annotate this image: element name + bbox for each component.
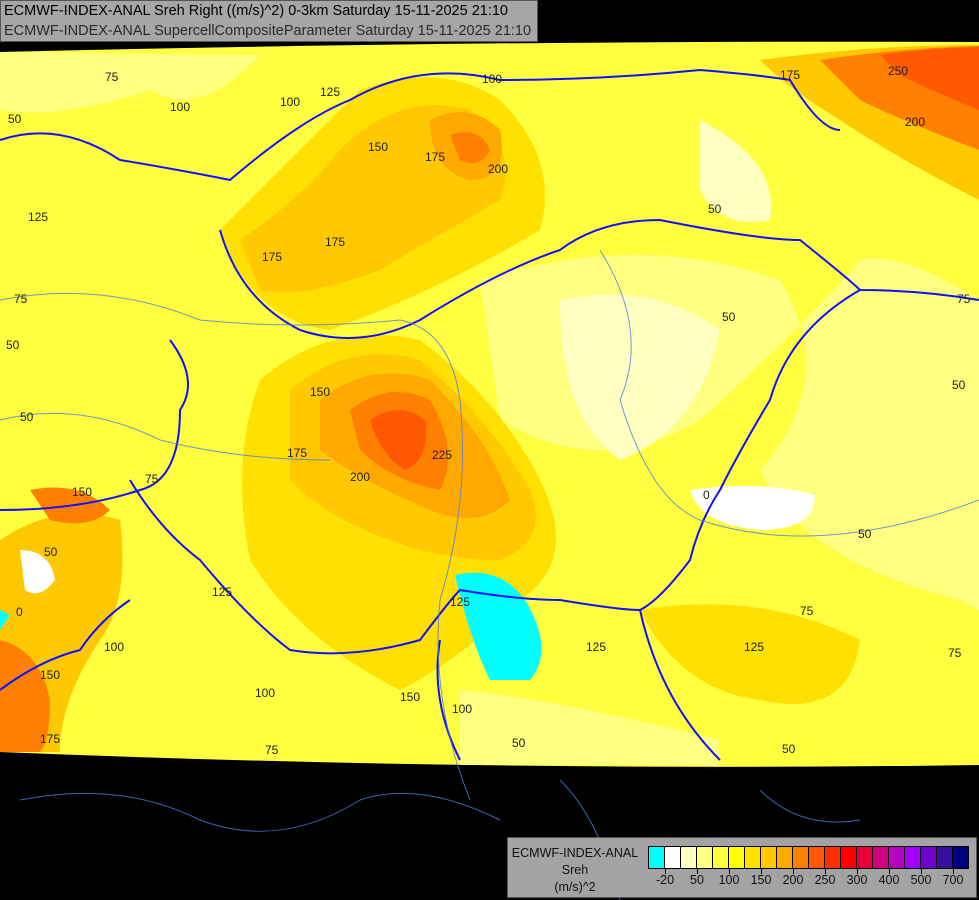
header-title-line1: ECMWF-INDEX-ANAL Sreh Right ((m/s)^2) 0-… (4, 3, 508, 19)
header-title-line2: ECMWF-INDEX-ANAL SupercellCompositeParam… (4, 23, 532, 39)
contour-label: 225 (432, 448, 453, 462)
legend-tick-mark (889, 869, 890, 874)
contour-label: 150 (40, 668, 61, 682)
legend-swatch (665, 847, 681, 868)
contour-label: 150 (310, 385, 331, 399)
contour-label: 175 (780, 68, 801, 82)
contour-label: 50 (44, 545, 58, 559)
rivers (0, 249, 979, 900)
legend-swatch (937, 847, 953, 868)
contour-label: 125 (212, 585, 233, 599)
contour-label: 175 (262, 250, 283, 264)
legend-tick-label: 250 (814, 873, 836, 887)
contour-label: 125 (744, 640, 765, 654)
contour-label: 100 (104, 640, 125, 654)
contour-label: 50 (20, 410, 34, 424)
contour-label: 50 (512, 736, 526, 750)
legend-swatch (761, 847, 777, 868)
contour-label: 125 (586, 640, 607, 654)
legend-swatch (729, 847, 745, 868)
contour-label: 150 (400, 690, 421, 704)
legend-tick-mark (761, 869, 762, 874)
contour-label: 50 (8, 112, 22, 126)
contour-label: 175 (287, 446, 308, 460)
legend-swatch (809, 847, 825, 868)
contour-label: 200 (488, 162, 509, 176)
contour-label: 75 (265, 743, 279, 757)
legend-swatch (825, 847, 841, 868)
contour-label: 50 (708, 202, 722, 216)
contour-label: 50 (782, 742, 796, 756)
legend-tick-mark (729, 869, 730, 874)
contour-label: 0 (703, 488, 710, 502)
legend-swatch (841, 847, 857, 868)
legend-unit: (m/s)^2 (554, 880, 596, 894)
contour-label: 175 (325, 235, 346, 249)
legend-tick-mark (793, 869, 794, 874)
legend-tick-label: 100 (718, 873, 740, 887)
legend-tick-mark (921, 869, 922, 874)
contour-label: 75 (800, 604, 814, 618)
contour-label: 200 (905, 115, 926, 129)
legend-swatch (697, 847, 713, 868)
contour-label: 100 (452, 702, 473, 716)
contour-label: 250 (888, 64, 909, 78)
contour-label: 200 (350, 470, 371, 484)
legend-swatch (649, 847, 665, 868)
legend-swatch (953, 847, 968, 868)
contour-label: 175 (425, 150, 446, 164)
legend-swatch (905, 847, 921, 868)
contour-label: 75 (105, 70, 119, 84)
legend-swatch (873, 847, 889, 868)
contour-label: 75 (14, 292, 28, 306)
legend-tick-label: 50 (690, 873, 704, 887)
legend-swatch (681, 847, 697, 868)
contour-label: 125 (320, 85, 341, 99)
contour-label: 100 (482, 72, 503, 86)
sreh-fields (0, 45, 979, 765)
contour-label: 150 (368, 140, 389, 154)
contour-label: 150 (72, 485, 93, 499)
contour-label: 125 (28, 210, 49, 224)
legend-tick-mark (857, 869, 858, 874)
legend-tick-label: 500 (910, 873, 932, 887)
contour-label: 175 (40, 732, 61, 746)
legend-tick-label: 700 (942, 873, 964, 887)
legend-tick-label: 400 (878, 873, 900, 887)
legend-tick-label: 200 (782, 873, 804, 887)
legend-swatch (889, 847, 905, 868)
contour-label: 75 (145, 472, 159, 486)
legend-tick-mark (665, 869, 666, 874)
contour-label: 100 (280, 95, 301, 109)
legend-swatch (921, 847, 937, 868)
legend-tick-mark (953, 869, 954, 874)
legend-swatch (793, 847, 809, 868)
contour-label: 125 (450, 595, 471, 609)
legend-parameter: Sreh (561, 863, 589, 877)
contour-label: 100 (170, 100, 191, 114)
contour-label: 50 (858, 527, 872, 541)
legend-swatch (857, 847, 873, 868)
legend-color-bar (648, 846, 969, 869)
contour-label: 75 (957, 292, 971, 306)
legend-tick-mark (825, 869, 826, 874)
map-header: ECMWF-INDEX-ANAL Sreh Right ((m/s)^2) 0-… (0, 0, 538, 42)
legend-swatch (713, 847, 729, 868)
legend-tick-mark (697, 869, 698, 874)
color-legend: ECMWF-INDEX-ANAL Sreh (m/s)^2 -20 50 100 15… (507, 837, 977, 898)
contour-label: 50 (6, 338, 20, 352)
legend-swatch (745, 847, 761, 868)
borders (0, 68, 979, 761)
contour-label: 75 (948, 646, 962, 660)
legend-tick-label: -20 (655, 873, 675, 887)
legend-tick-label: 300 (846, 873, 868, 887)
legend-model: ECMWF-INDEX-ANAL (511, 846, 639, 860)
contour-label: 0 (16, 605, 23, 619)
legend-tick-label: 150 (750, 873, 772, 887)
contour-label: 100 (255, 686, 276, 700)
contour-label: 50 (722, 310, 736, 324)
legend-swatch (777, 847, 793, 868)
contour-label: 50 (952, 378, 966, 392)
